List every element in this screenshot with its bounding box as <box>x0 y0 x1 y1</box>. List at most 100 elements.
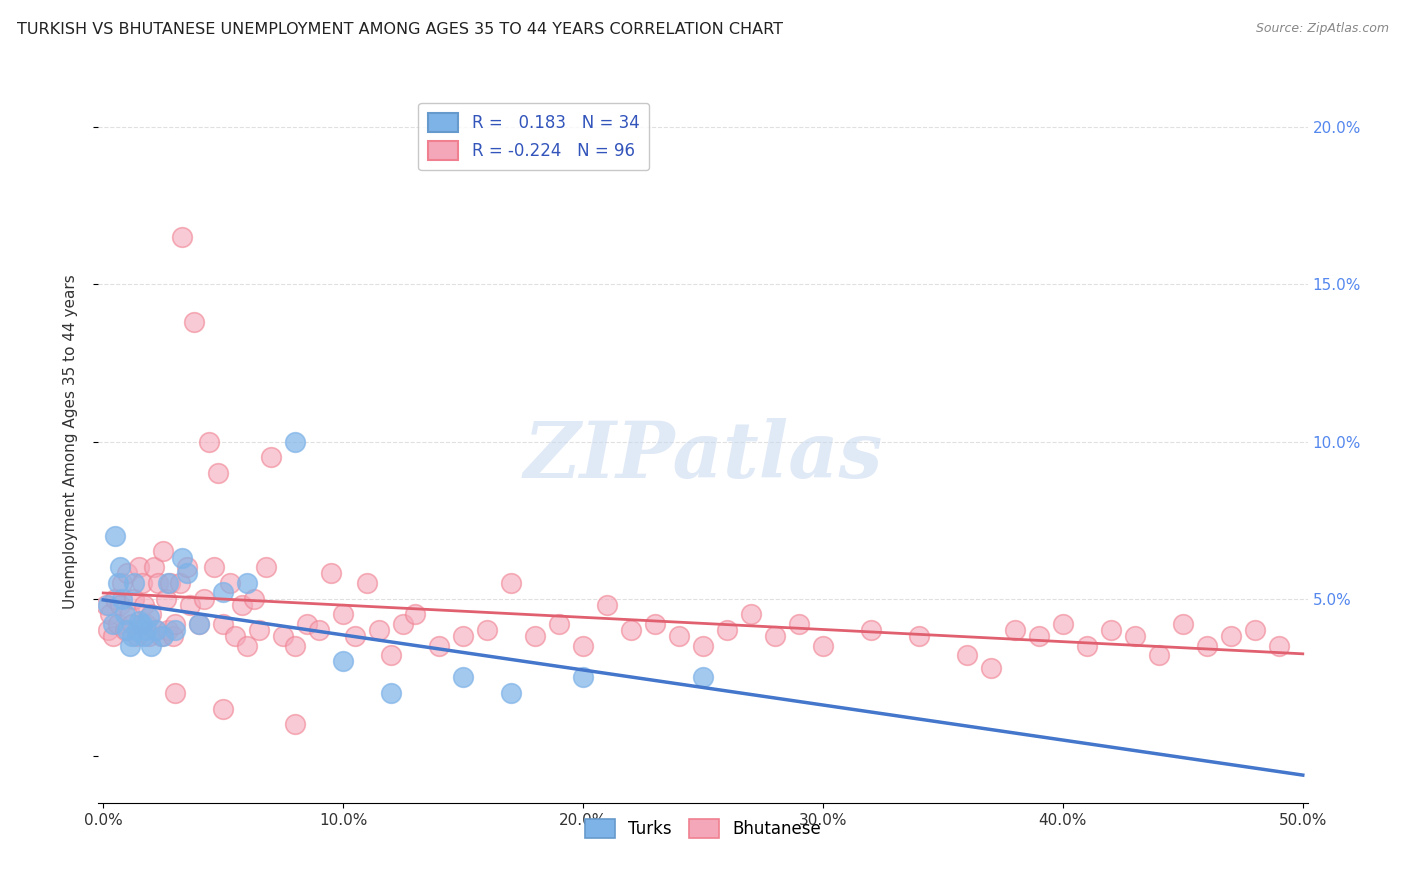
Point <box>308 623 330 637</box>
Point <box>356 575 378 590</box>
Point <box>145 623 167 637</box>
Point <box>247 623 270 637</box>
Y-axis label: Unemployment Among Ages 35 to 44 years: Unemployment Among Ages 35 to 44 years <box>63 274 77 609</box>
Point <box>148 575 170 590</box>
Point <box>97 623 120 637</box>
Point <box>380 686 402 700</box>
Point <box>243 591 266 606</box>
Point <box>231 598 253 612</box>
Point <box>644 616 666 631</box>
Point <box>451 629 474 643</box>
Text: TURKISH VS BHUTANESE UNEMPLOYMENT AMONG AGES 35 TO 44 YEARS CORRELATION CHART: TURKISH VS BHUTANESE UNEMPLOYMENT AMONG … <box>17 22 783 37</box>
Point <box>548 616 571 631</box>
Point <box>101 629 124 643</box>
Point <box>332 655 354 669</box>
Point <box>332 607 354 622</box>
Point <box>740 607 762 622</box>
Point <box>188 616 211 631</box>
Point <box>980 661 1002 675</box>
Point <box>956 648 979 662</box>
Point <box>114 607 136 622</box>
Point <box>131 575 153 590</box>
Point <box>176 560 198 574</box>
Point <box>236 575 259 590</box>
Point <box>145 623 167 637</box>
Point <box>179 598 201 612</box>
Point <box>219 575 242 590</box>
Point <box>128 560 150 574</box>
Point <box>188 616 211 631</box>
Point <box>344 629 367 643</box>
Point <box>451 670 474 684</box>
Point <box>141 607 163 622</box>
Point <box>284 434 307 449</box>
Point <box>135 623 157 637</box>
Point <box>159 575 181 590</box>
Point <box>125 623 148 637</box>
Point <box>620 623 643 637</box>
Point <box>100 607 122 622</box>
Point <box>295 616 318 631</box>
Point <box>1171 616 1194 631</box>
Point <box>108 560 131 574</box>
Point <box>94 598 117 612</box>
Point <box>202 560 225 574</box>
Point <box>107 575 129 590</box>
Point <box>254 560 277 574</box>
Text: Source: ZipAtlas.com: Source: ZipAtlas.com <box>1256 22 1389 36</box>
Point <box>404 607 426 622</box>
Point <box>716 623 738 637</box>
Legend: Turks, Bhutanese: Turks, Bhutanese <box>578 813 828 845</box>
Point <box>152 544 174 558</box>
Point <box>131 616 153 631</box>
Point <box>572 670 595 684</box>
Point <box>132 598 155 612</box>
Point <box>176 566 198 581</box>
Point <box>172 550 194 565</box>
Point <box>1219 629 1241 643</box>
Point <box>165 686 187 700</box>
Point <box>859 623 882 637</box>
Point <box>1243 623 1265 637</box>
Point <box>114 623 136 637</box>
Point <box>811 639 834 653</box>
Point <box>128 614 150 628</box>
Point <box>108 598 131 612</box>
Point <box>763 629 786 643</box>
Point <box>475 623 498 637</box>
Point <box>135 616 157 631</box>
Point <box>193 591 215 606</box>
Point <box>499 575 522 590</box>
Point <box>124 591 146 606</box>
Point <box>572 639 595 653</box>
Point <box>1099 623 1122 637</box>
Point <box>118 607 141 622</box>
Point <box>152 629 174 643</box>
Point <box>224 629 246 643</box>
Point <box>236 639 259 653</box>
Point <box>104 591 127 606</box>
Point <box>212 701 235 715</box>
Point <box>668 629 690 643</box>
Point <box>1028 629 1050 643</box>
Point <box>138 610 160 624</box>
Point <box>260 450 283 465</box>
Point <box>107 616 129 631</box>
Point <box>692 670 714 684</box>
Point <box>156 575 179 590</box>
Point <box>1076 639 1098 653</box>
Point <box>118 639 141 653</box>
Point <box>111 591 134 606</box>
Point <box>138 629 160 643</box>
Point <box>141 639 163 653</box>
Point <box>111 575 134 590</box>
Point <box>124 575 146 590</box>
Point <box>183 315 205 329</box>
Point <box>172 230 194 244</box>
Point <box>212 585 235 599</box>
Point <box>1052 616 1074 631</box>
Point <box>284 717 307 731</box>
Point <box>101 616 124 631</box>
Point <box>1123 629 1146 643</box>
Point <box>787 616 810 631</box>
